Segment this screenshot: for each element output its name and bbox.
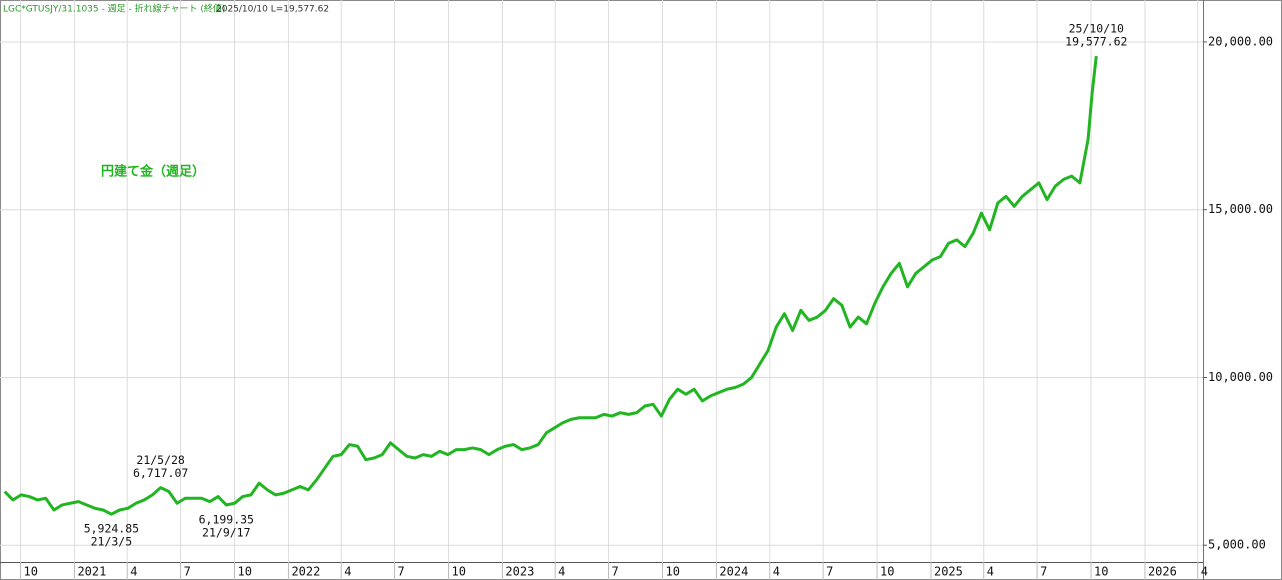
header-info: 2025/10/10 L=19,577.62 [216, 5, 329, 15]
header: LGC*GTUSJY/31.1035 - 週足 - 折れ線チャート (終値) [3, 3, 225, 15]
x-tick-label: 4 [1201, 565, 1208, 579]
annotation-date: 21/5/28 [136, 453, 185, 467]
annotation-date: 21/3/5 [91, 535, 133, 549]
x-tick-label: 10 [451, 565, 465, 579]
x-tick-label: 7 [826, 565, 833, 579]
x-tick-label: 7 [184, 565, 191, 579]
x-tick-label: 4 [987, 565, 994, 579]
annotation-value: 19,577.62 [1065, 35, 1127, 49]
x-tick-label: 2023 [505, 565, 534, 579]
price-line [3, 55, 1098, 516]
x-tick-label: 10 [880, 565, 894, 579]
chart-title: 円建て金（週足） [101, 164, 205, 180]
x-tick-label: 7 [612, 565, 619, 579]
x-tick-label: 4 [773, 565, 780, 579]
y-tick-label: 5,000.00 [1208, 538, 1266, 552]
x-tick-label: 10 [1094, 565, 1108, 579]
annotation-value: 5,924.85 [84, 522, 139, 536]
annotation-date: 21/9/17 [202, 525, 251, 539]
x-tick-label: 2025 [934, 565, 963, 579]
grid [0, 0, 1203, 562]
y-tick-label: 15,000.00 [1208, 202, 1273, 216]
x-tick-label: 2022 [291, 565, 320, 579]
annotation-value: 6,717.07 [133, 466, 188, 480]
x-tick-label: 10 [24, 565, 38, 579]
x-tick-label: 4 [130, 565, 137, 579]
x-tick-label: 7 [398, 565, 405, 579]
y-tick-label: 10,000.00 [1208, 370, 1273, 384]
x-tick-label: 10 [665, 565, 679, 579]
x-tick-label: 2024 [719, 565, 748, 579]
x-tick-label: 2026 [1148, 565, 1177, 579]
x-tick-label: 10 [238, 565, 252, 579]
x-tick-label: 2021 [77, 565, 106, 579]
annotation-value: 6,199.35 [199, 512, 254, 526]
x-tick-label: 4 [558, 565, 565, 579]
x-tick-label: 4 [344, 565, 351, 579]
annotation-date: 25/10/10 [1069, 22, 1124, 36]
x-tick-label: 7 [1040, 565, 1047, 579]
y-tick-label: 20,000.00 [1208, 34, 1273, 48]
